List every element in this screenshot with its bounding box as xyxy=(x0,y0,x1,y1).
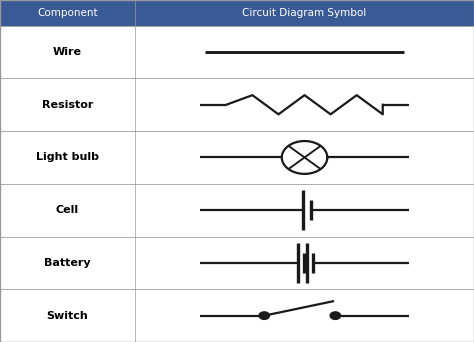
FancyBboxPatch shape xyxy=(0,78,474,131)
Circle shape xyxy=(259,312,269,319)
Text: Light bulb: Light bulb xyxy=(36,153,99,162)
Circle shape xyxy=(330,312,340,319)
Text: Wire: Wire xyxy=(53,47,82,57)
Text: Battery: Battery xyxy=(44,258,91,268)
FancyBboxPatch shape xyxy=(0,289,474,342)
Text: Component: Component xyxy=(37,8,98,18)
FancyBboxPatch shape xyxy=(0,237,474,289)
Text: Resistor: Resistor xyxy=(42,100,93,110)
FancyBboxPatch shape xyxy=(0,184,474,237)
FancyBboxPatch shape xyxy=(0,0,474,26)
Text: Cell: Cell xyxy=(56,205,79,215)
Text: Switch: Switch xyxy=(46,311,89,321)
Text: Circuit Diagram Symbol: Circuit Diagram Symbol xyxy=(242,8,367,18)
FancyBboxPatch shape xyxy=(0,131,474,184)
FancyBboxPatch shape xyxy=(0,26,474,78)
